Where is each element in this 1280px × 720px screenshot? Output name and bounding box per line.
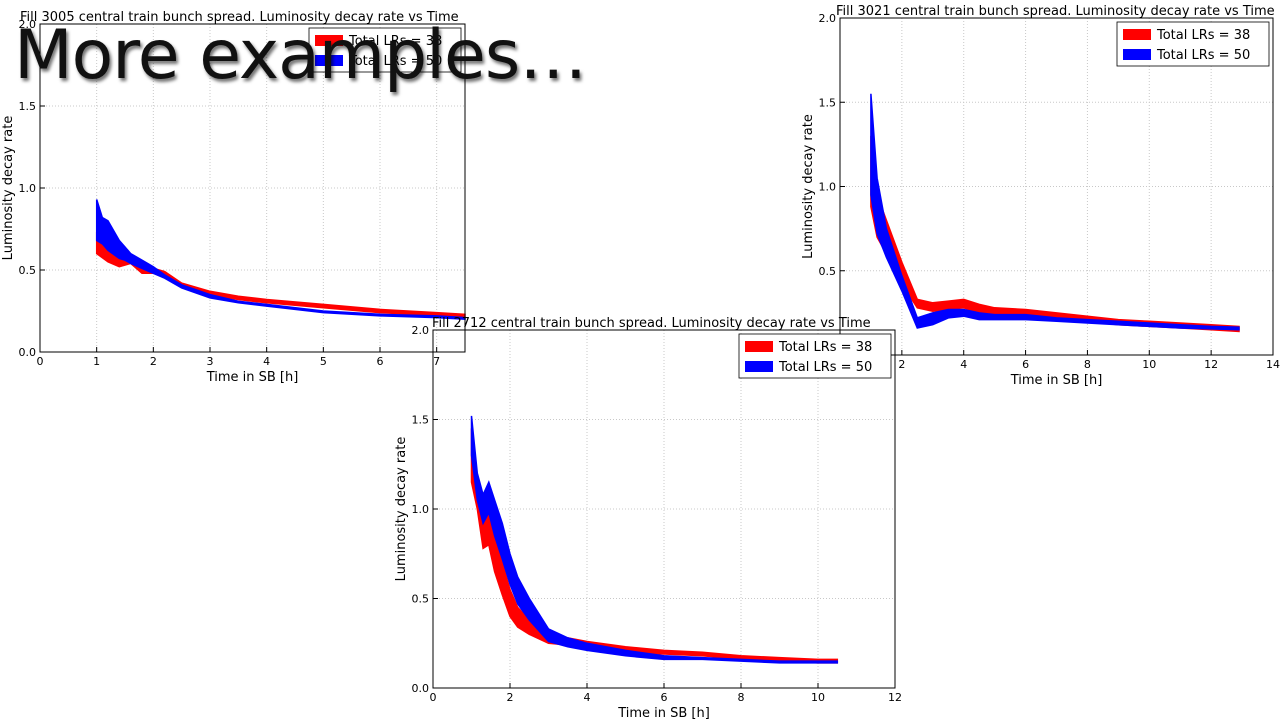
x-tick-label: 2 — [507, 691, 514, 704]
x-tick-label: 6 — [377, 355, 384, 368]
legend-swatch — [315, 35, 343, 46]
legend-label: Total LRs = 38 — [1156, 28, 1250, 43]
y-tick-label: 1.0 — [412, 503, 430, 516]
legend-swatch — [745, 341, 773, 352]
legend-swatch — [745, 361, 773, 372]
y-tick-label: 0.0 — [412, 682, 430, 695]
x-tick-label: 4 — [263, 355, 270, 368]
x-tick-label: 2 — [898, 358, 905, 371]
x-tick-label: 2 — [150, 355, 157, 368]
x-tick-label: 10 — [811, 691, 825, 704]
legend-label: Total LRs = 38 — [348, 34, 442, 49]
y-axis-label: Luminosity decay rate — [394, 437, 409, 582]
y-tick-label: 0.5 — [819, 265, 837, 278]
series-band-1 — [95, 231, 466, 319]
y-tick-label: 1.0 — [819, 181, 837, 194]
y-tick-label: 0.5 — [412, 593, 430, 606]
series-band-2 — [870, 93, 1240, 331]
x-tick-label: 14 — [1266, 358, 1280, 371]
x-tick-label: 12 — [1204, 358, 1218, 371]
x-tick-label: 4 — [960, 358, 967, 371]
legend-swatch — [1123, 49, 1151, 60]
x-tick-label: 0 — [430, 691, 437, 704]
y-tick-label: 1.5 — [412, 414, 430, 427]
legend-swatch — [315, 55, 343, 66]
slide-title: More examples… — [14, 16, 587, 95]
legend-swatch — [1123, 29, 1151, 40]
y-tick-label: 2.0 — [412, 324, 430, 337]
chart-title: Fill 3021 central train bunch spread. Lu… — [836, 4, 1275, 19]
y-tick-label: 0.0 — [19, 346, 37, 359]
legend-label: Total LRs = 50 — [1156, 48, 1250, 63]
x-axis-label: Time in SB [h] — [206, 370, 299, 385]
x-tick-label: 1 — [93, 355, 100, 368]
y-tick-label: 1.5 — [819, 96, 837, 109]
x-tick-label: 5 — [320, 355, 327, 368]
series-band-2 — [470, 415, 839, 664]
x-axis-label: Time in SB [h] — [1010, 373, 1103, 388]
x-tick-label: 10 — [1142, 358, 1156, 371]
series-band-1 — [470, 428, 839, 664]
y-tick-label: 1.5 — [19, 100, 37, 113]
y-tick-label: 0.5 — [19, 264, 37, 277]
x-tick-label: 3 — [207, 355, 214, 368]
chart-title: Fill 3005 central train bunch spread. Lu… — [20, 10, 459, 25]
x-axis-label: Time in SB [h] — [617, 706, 710, 720]
x-tick-label: 6 — [1022, 358, 1029, 371]
x-tick-label: 8 — [1084, 358, 1091, 371]
legend-label: Total LRs = 38 — [778, 340, 872, 355]
y-axis-label: Luminosity decay rate — [801, 114, 816, 259]
x-tick-label: 12 — [888, 691, 902, 704]
y-tick-label: 1.0 — [19, 182, 37, 195]
chart-title: Fill 2712 central train bunch spread. Lu… — [432, 316, 871, 331]
y-axis-label: Luminosity decay rate — [1, 116, 16, 261]
x-tick-label: 6 — [661, 691, 668, 704]
legend-label: Total LRs = 50 — [778, 360, 872, 375]
y-tick-label: 2.0 — [19, 18, 37, 31]
legend-label: Total LRs = 50 — [348, 54, 442, 69]
series-band-1 — [870, 135, 1240, 333]
x-tick-label: 4 — [584, 691, 591, 704]
chart-fill-2712: 0 2 4 6 8 10 12 0.0 0.5 1.0 1.5 2.0 Fill 2712 centra… — [394, 316, 902, 720]
x-tick-label: 0 — [37, 355, 44, 368]
y-tick-label: 2.0 — [819, 12, 837, 25]
x-tick-label: 8 — [738, 691, 745, 704]
x-tick-label: 7 — [433, 355, 440, 368]
